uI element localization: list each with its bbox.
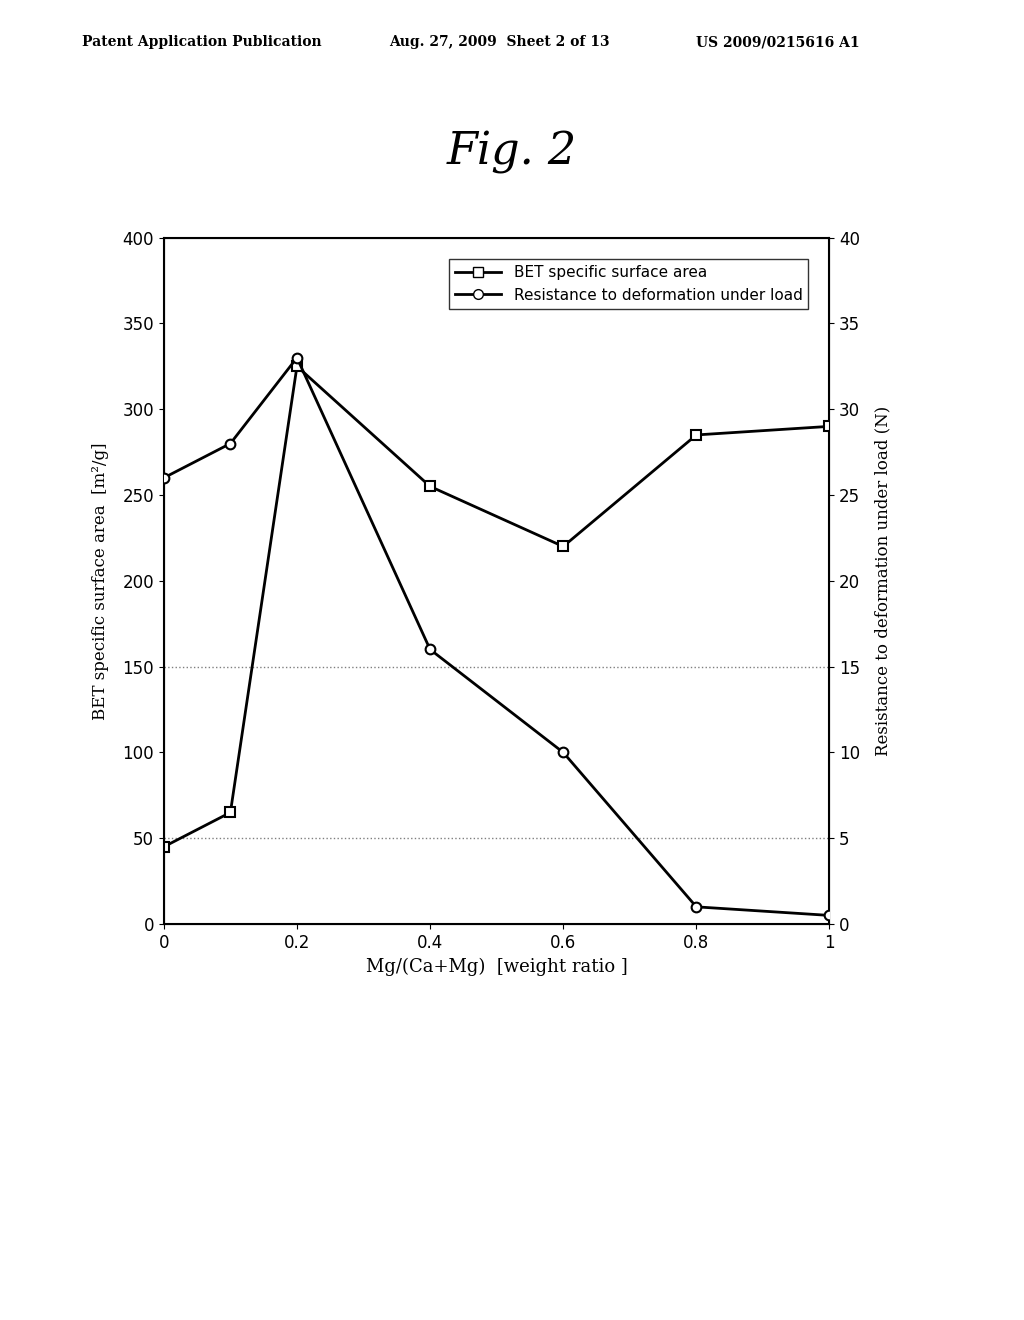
Y-axis label: Resistance to deformation under load (N): Resistance to deformation under load (N) — [874, 405, 891, 756]
X-axis label: Mg/(Ca+Mg)  [weight ratio ]: Mg/(Ca+Mg) [weight ratio ] — [366, 957, 628, 975]
Text: Patent Application Publication: Patent Application Publication — [82, 36, 322, 49]
Text: Fig. 2: Fig. 2 — [446, 131, 578, 174]
Y-axis label: BET specific surface area  [m²/g]: BET specific surface area [m²/g] — [91, 442, 109, 719]
Text: US 2009/0215616 A1: US 2009/0215616 A1 — [696, 36, 860, 49]
Text: Aug. 27, 2009  Sheet 2 of 13: Aug. 27, 2009 Sheet 2 of 13 — [389, 36, 609, 49]
Legend: BET specific surface area, Resistance to deformation under load: BET specific surface area, Resistance to… — [450, 259, 809, 309]
